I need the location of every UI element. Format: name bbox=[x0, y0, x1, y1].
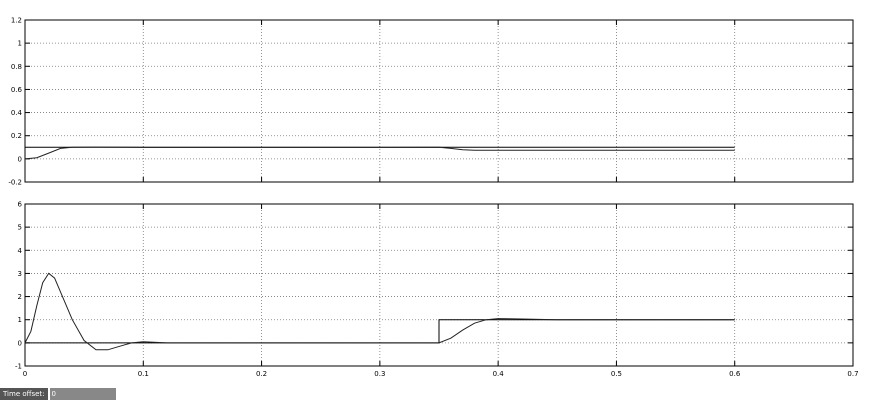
y-tick-label: 0.2 bbox=[11, 132, 22, 140]
x-tick-label: 0.2 bbox=[256, 370, 267, 378]
x-tick-label: 0.6 bbox=[729, 370, 741, 378]
y-tick-label: 2 bbox=[18, 293, 22, 301]
y-tick-label: 0.6 bbox=[11, 86, 23, 94]
series-line-2 bbox=[24, 146, 735, 160]
y-tick-label: 6 bbox=[18, 201, 23, 209]
time-offset-bar: Time offset: 0 bbox=[0, 388, 116, 400]
x-tick-label: 0.1 bbox=[138, 370, 149, 378]
time-offset-field[interactable]: 0 bbox=[49, 388, 116, 400]
y-tick-label: 0.4 bbox=[11, 109, 23, 117]
x-tick-label: 0.4 bbox=[493, 370, 505, 378]
y-tick-label: 4 bbox=[18, 247, 23, 255]
x-tick-label: 0 bbox=[23, 370, 27, 378]
y-tick-label: -1 bbox=[15, 363, 22, 371]
y-tick-label: 1.2 bbox=[11, 17, 22, 25]
x-tick-label: 0.5 bbox=[611, 370, 622, 378]
axes-1: -0.2 0 0.2 0.4 0.6 0.8 1 1.2 bbox=[8, 17, 854, 187]
y-tick-label: 5 bbox=[18, 224, 22, 232]
series-line-2 bbox=[24, 272, 735, 351]
y-tick-label: 3 bbox=[18, 270, 22, 278]
x-tick-label: 0.7 bbox=[847, 370, 858, 378]
y-tick-label: 0 bbox=[18, 339, 22, 347]
time-offset-label: Time offset: bbox=[0, 388, 48, 400]
y-tick-label: -0.2 bbox=[8, 179, 22, 187]
y-tick-label: 0.8 bbox=[11, 63, 22, 71]
y-tick-label: 0 bbox=[18, 155, 22, 163]
y-tick-label: 1 bbox=[18, 316, 22, 324]
plot-area bbox=[24, 19, 854, 183]
y-tick-label: 1 bbox=[18, 40, 22, 48]
x-tick-label: 0.3 bbox=[374, 370, 385, 378]
